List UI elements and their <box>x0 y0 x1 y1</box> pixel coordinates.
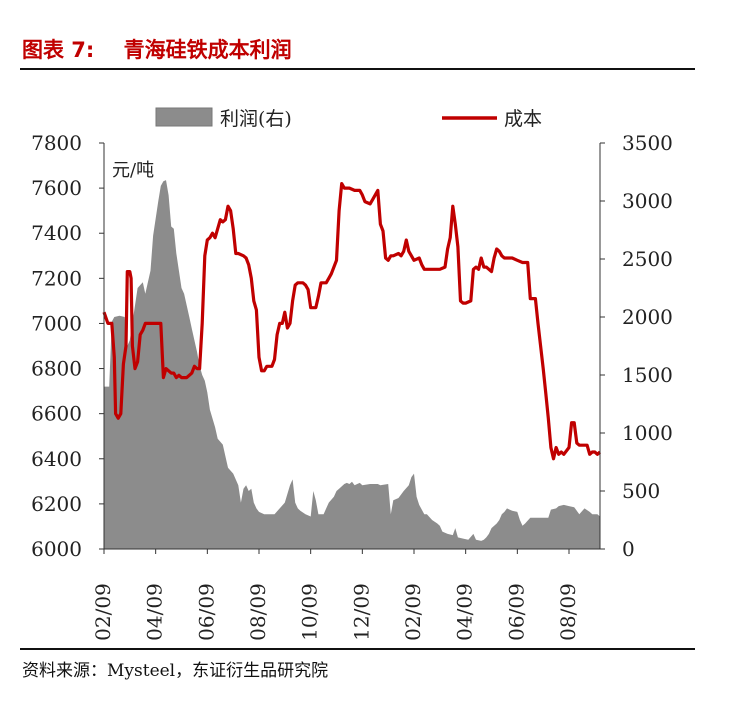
left-tick-label: 6600 <box>31 402 82 426</box>
right-tick-label: 500 <box>622 479 660 503</box>
left-tick-label: 6400 <box>31 447 82 471</box>
bottom-rule <box>20 648 695 650</box>
legend-profit-label: 利润(右) <box>220 108 292 130</box>
x-tick-label: 02/09 <box>401 583 425 641</box>
legend: 利润(右) 成本 <box>155 107 542 130</box>
left-tick-label: 7200 <box>31 266 82 290</box>
x-tick-label: 12/09 <box>349 583 373 641</box>
right-axis-ticks: 0 500 1000 1500 2000 2500 3000 3500 <box>600 131 673 561</box>
source-note: 资料来源：Mysteel，东证衍生品研究院 <box>22 661 329 681</box>
left-tick-label: 7600 <box>31 176 82 200</box>
legend-cost-label: 成本 <box>504 108 542 130</box>
x-tick-label: 08/09 <box>556 583 580 641</box>
legend-profit-swatch <box>155 107 213 127</box>
profit-area <box>104 180 600 549</box>
left-tick-label: 6800 <box>31 357 82 381</box>
left-tick-label: 6000 <box>31 537 82 561</box>
x-tick-label: 10/09 <box>298 583 322 641</box>
left-tick-label: 6200 <box>31 492 82 516</box>
right-tick-label: 1500 <box>622 363 673 387</box>
figure-title-text: 青海硅铁成本利润 <box>123 38 292 62</box>
figure-label: 图表 7: <box>22 38 95 62</box>
cost-line <box>102 182 602 461</box>
right-tick-label: 1000 <box>622 421 673 445</box>
right-tick-label: 2500 <box>622 247 673 271</box>
left-tick-label: 7800 <box>31 131 82 155</box>
profit-area-series <box>104 180 600 549</box>
right-tick-label: 3500 <box>622 131 673 155</box>
x-tick-label: 06/09 <box>504 583 528 641</box>
cost-line-series <box>102 182 602 461</box>
x-tick-label: 02/09 <box>91 583 115 641</box>
x-tick-label: 08/09 <box>246 583 270 641</box>
top-rule <box>20 68 695 70</box>
left-axis-ticks: 6000 6200 6400 6600 6800 7000 7200 7400 7600 7800 <box>31 131 104 561</box>
x-axis-ticks: 02/09 04/09 06/09 08/09 10/09 12/09 02/09 04/09… <box>91 549 580 641</box>
x-tick-label: 06/09 <box>194 583 218 641</box>
left-tick-label: 7000 <box>31 311 82 335</box>
x-tick-label: 04/09 <box>453 583 477 641</box>
left-tick-label: 7400 <box>31 221 82 245</box>
right-tick-label: 2000 <box>622 305 673 329</box>
figure-title: 图表 7: 青海硅铁成本利润 <box>22 34 292 64</box>
unit-label: 元/吨 <box>112 160 154 181</box>
right-tick-label: 3000 <box>622 189 673 213</box>
x-tick-label: 04/09 <box>143 583 167 641</box>
right-tick-label: 0 <box>622 537 635 561</box>
